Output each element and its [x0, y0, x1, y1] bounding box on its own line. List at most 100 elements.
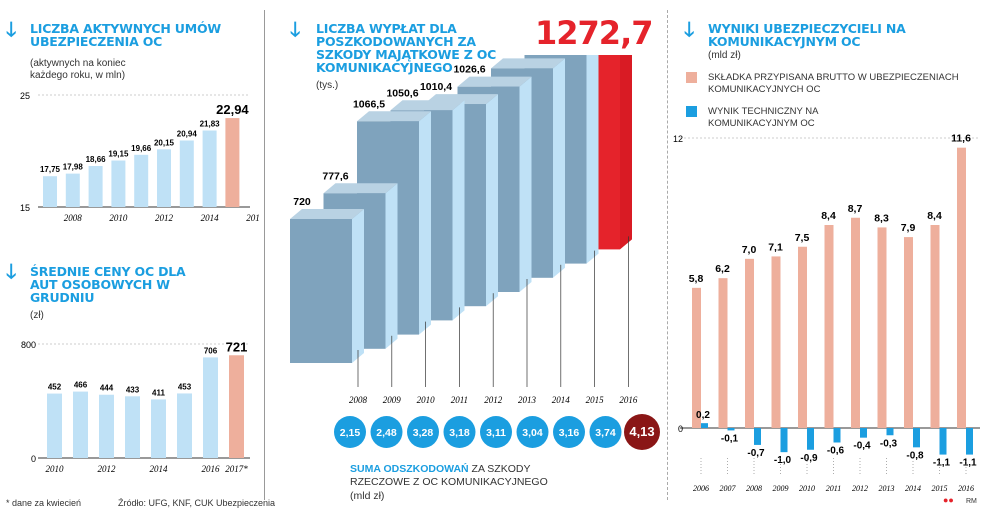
- sum-label-bold: SUMA ODSZKODOWAŃ: [350, 463, 469, 475]
- data-label: 444: [100, 384, 114, 393]
- x-tick-label: 2012: [155, 213, 174, 223]
- sum-circle: [407, 416, 439, 448]
- arrow-down-icon: 🡓: [6, 261, 17, 283]
- bar: [134, 154, 149, 207]
- data-label: 1050,6: [386, 87, 418, 99]
- x-tick-label: 2011: [451, 395, 468, 405]
- sum-circle: [624, 414, 660, 450]
- x-tick-label: 2010: [109, 213, 128, 223]
- bar: [125, 396, 140, 458]
- bar-premium: [824, 225, 834, 428]
- data-label: 1010,4: [420, 81, 452, 93]
- bar: [157, 149, 171, 207]
- arrow-down-icon: 🡓: [290, 19, 301, 41]
- bar-technical: [966, 428, 973, 455]
- panel4-subtitle: (mld zł): [708, 50, 741, 61]
- data-label: 706: [204, 346, 218, 355]
- bar: [65, 173, 80, 207]
- data-label: 11,6: [951, 133, 971, 145]
- bar-premium: [771, 256, 781, 428]
- sum-circle: [516, 416, 549, 448]
- bar-side: [519, 76, 532, 293]
- bar-technical: [701, 423, 708, 428]
- bar-technical: [807, 428, 814, 450]
- bar-technical: [727, 428, 735, 431]
- data-label: -1,0: [774, 455, 792, 466]
- data-label: 8,4: [927, 210, 942, 222]
- chart-payouts: 720777,61066,51050,61010,41026,610471139…: [290, 55, 660, 450]
- x-tick-label: 2014: [150, 464, 169, 474]
- data-label: 466: [74, 381, 88, 390]
- bar-premium: [877, 227, 887, 428]
- bar: [43, 176, 57, 207]
- sum-circle: [443, 416, 476, 448]
- bar-side: [452, 100, 465, 321]
- bar-top: [491, 58, 565, 69]
- separator-right: [667, 10, 669, 500]
- sum-label: SUMA ODSZKODOWAŃ ZA SZKODY RZECZOWE Z OC…: [350, 463, 570, 489]
- bar: [99, 394, 114, 458]
- panel2-subtitle: (zł): [30, 310, 44, 321]
- bar-premium: [957, 147, 966, 428]
- data-label: 17,75: [40, 165, 61, 174]
- x-tick-label: 2009: [773, 484, 789, 493]
- data-label: 21,83: [200, 120, 221, 129]
- bar-technical: [780, 428, 788, 453]
- footnote: * dane za kwiecień: [6, 498, 82, 508]
- sum-value: 3,11: [486, 427, 506, 439]
- bar-side: [586, 55, 599, 264]
- y-tick-label: 12: [673, 134, 683, 144]
- legend-technical-swatch: [686, 106, 697, 117]
- bar-top: [290, 209, 364, 219]
- data-label: 0,2: [696, 410, 710, 421]
- data-label: 7,5: [795, 232, 810, 244]
- panel4-title: WYNIKI UBEZPIECZYCIELI NA KOMUNIKACYJNYM…: [708, 21, 906, 49]
- bar-premium: [930, 225, 940, 428]
- x-tick-label: 2014: [201, 213, 220, 223]
- data-label: 22,94: [216, 102, 249, 117]
- data-label: 1026,6: [453, 64, 485, 76]
- sum-value: 3,04: [522, 427, 543, 439]
- panel3-title: LICZBA WYPŁAT DLA POSZKODOWANYCH ZA SZKO…: [316, 21, 497, 75]
- legend-technical: WYNIK TECHNICZNY NA KOMUNIKACYJNYM OC: [708, 106, 818, 129]
- legend-premium-swatch: [686, 72, 697, 83]
- x-tick-label: 2015: [932, 484, 948, 493]
- bar: [73, 391, 88, 458]
- x-tick-label: 2007: [720, 484, 737, 493]
- arrow-down-icon: 🡓: [684, 19, 695, 41]
- sum-value: 2,15: [340, 427, 361, 439]
- bar-side: [419, 111, 431, 335]
- bar: [203, 357, 218, 458]
- x-tick-label: 2015: [586, 395, 605, 405]
- data-label: -0,3: [880, 438, 898, 449]
- legend-premium: SKŁADKA PRZYPISANA BRUTTO W UBEZPIECZENI…: [708, 72, 959, 95]
- bar: [225, 118, 240, 207]
- bar-premium: [745, 258, 754, 428]
- bar-top: [457, 76, 532, 87]
- sum-value: 4,13: [629, 424, 654, 439]
- highlight-value: 1272,7: [535, 14, 653, 52]
- bar-premium: [851, 217, 860, 428]
- source: Źródło: UFG, KNF, CUK Ubezpieczenia: [118, 498, 276, 508]
- bar: [229, 355, 244, 458]
- chart-average-prices: 800 0 452 466 444 433 411 453 706 721 2010 2012 2014…: [21, 339, 250, 474]
- bar-top: [357, 111, 431, 122]
- data-label: -0,9: [800, 453, 818, 464]
- bar-premium: [718, 278, 728, 428]
- x-tick-label: 2013: [518, 395, 537, 405]
- bar-premium: [692, 287, 701, 428]
- data-label: 17,98: [63, 163, 84, 172]
- sum-circle: [480, 416, 512, 448]
- separator-left: [264, 10, 265, 500]
- x-tick-label: 2012: [484, 395, 503, 405]
- data-label: -0,8: [906, 450, 924, 461]
- data-label: 8,7: [848, 203, 863, 215]
- data-label: 8,4: [821, 210, 836, 222]
- data-label: -1,1: [933, 458, 951, 469]
- sum-label-rest: ZA SZKODY RZECZOWE Z OC KOMUNIKACYJNEGO: [350, 463, 548, 488]
- data-label: 7,9: [901, 222, 916, 234]
- sum-value: 3,28: [413, 427, 434, 439]
- data-label: 453: [178, 382, 192, 391]
- publisher-logo: ●●: [943, 495, 954, 505]
- x-tick-label: 2014: [552, 395, 571, 405]
